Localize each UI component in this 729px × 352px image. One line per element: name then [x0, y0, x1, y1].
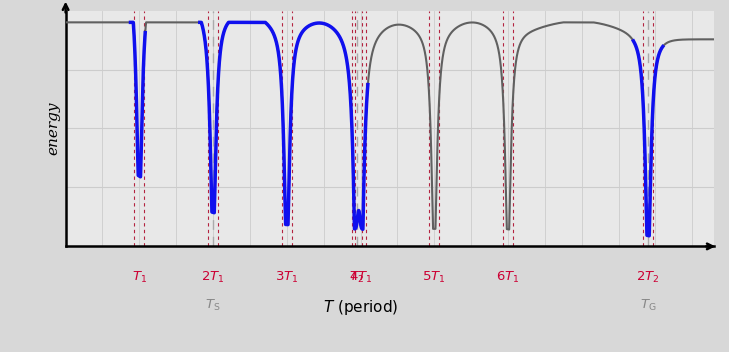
Text: $4T_1$: $4T_1$	[348, 270, 373, 285]
Y-axis label: energy: energy	[46, 102, 60, 155]
Text: $T_2$: $T_2$	[349, 270, 364, 285]
Text: $2T_2$: $2T_2$	[636, 270, 660, 285]
Text: $T\ \mathrm{(period)}$: $T\ \mathrm{(period)}$	[323, 298, 398, 317]
Text: $5T_1$: $5T_1$	[423, 270, 446, 285]
Text: $2T_1$: $2T_1$	[201, 270, 225, 285]
Text: $6T_1$: $6T_1$	[496, 270, 520, 285]
Text: $T_\mathrm{S}$: $T_\mathrm{S}$	[206, 298, 221, 313]
Text: $T_\mathrm{G}$: $T_\mathrm{G}$	[640, 298, 656, 313]
Text: $T_1$: $T_1$	[132, 270, 147, 285]
Text: $3T_1$: $3T_1$	[275, 270, 299, 285]
